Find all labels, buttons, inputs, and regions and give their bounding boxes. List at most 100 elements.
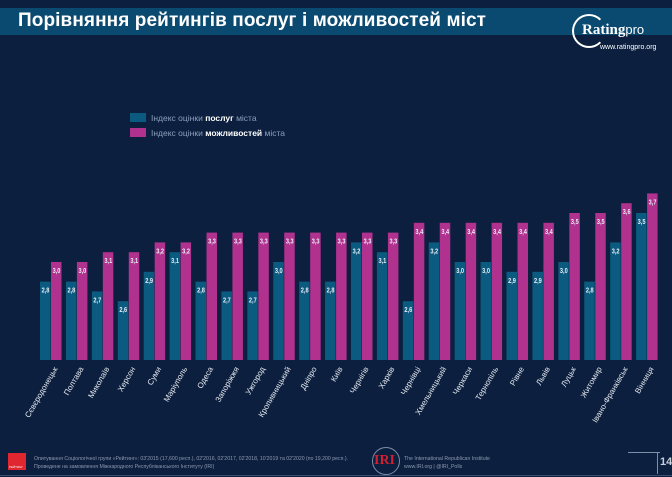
bar-services <box>376 252 388 360</box>
x-tick-label: Херсон <box>116 365 137 393</box>
page-divider-vertical <box>657 452 658 474</box>
data-label: 3,3 <box>364 238 372 246</box>
bar-opportunities <box>595 213 606 360</box>
logo-suffix: pro <box>625 22 645 37</box>
data-label: 3,5 <box>571 218 579 226</box>
bar-services <box>480 262 492 360</box>
bar-opportunities <box>258 232 269 360</box>
x-tick-label: Сєвєродонецьк <box>23 365 60 419</box>
data-label: 3,3 <box>286 238 294 246</box>
bar-opportunities <box>102 252 114 360</box>
bar-services <box>91 291 103 360</box>
source-note: Опитування Соціологічної групи «Рейтинг»… <box>34 455 348 471</box>
iri-logo: IRI <box>374 453 396 468</box>
data-label: 3,1 <box>171 258 179 266</box>
x-tick-label: Одеса <box>195 365 215 390</box>
data-label: 3,3 <box>390 238 398 246</box>
data-label: 3,1 <box>104 258 112 266</box>
bar-opportunities <box>413 222 425 360</box>
data-label: 3,4 <box>415 228 423 236</box>
bar-services <box>506 271 517 360</box>
data-label: 3,0 <box>456 267 464 275</box>
data-label: 3,3 <box>338 238 346 246</box>
bar-services <box>65 281 77 360</box>
legend-bold: послуг <box>205 112 234 123</box>
data-label: 3,6 <box>623 209 631 217</box>
data-label: 3,1 <box>130 258 138 266</box>
data-label: 2,8 <box>197 287 205 295</box>
bar-opportunities <box>180 242 192 360</box>
x-tick-label: Ужгород <box>244 365 267 396</box>
x-tick-label: Вінниця <box>633 365 655 395</box>
bar-services <box>195 281 206 360</box>
data-label: 3,0 <box>560 267 568 275</box>
x-tick-label: Маріуполь <box>162 365 189 403</box>
iri-line-1: The International Republican Institute <box>404 456 490 462</box>
x-tick-label: Суми <box>146 365 164 387</box>
data-label: 2,6 <box>404 307 412 315</box>
data-label: 3,5 <box>597 218 605 226</box>
legend-prefix: Індекс оцінки <box>151 127 203 138</box>
data-label: 3,0 <box>79 267 87 275</box>
bar-opportunities <box>336 232 347 360</box>
bar-services <box>402 301 414 360</box>
legend-suffix: міста <box>236 112 257 123</box>
rating-group-logo: РЕЙТИНГ <box>8 453 26 470</box>
bar-opportunities <box>569 213 580 360</box>
data-label: 3,4 <box>441 228 449 236</box>
data-label: 3,4 <box>467 228 475 236</box>
x-tick-label: Чернівці <box>399 365 422 397</box>
x-tick-label: Тернопіль <box>474 365 500 402</box>
iri-info: The International Republican Institute w… <box>404 455 490 471</box>
bar-services <box>351 242 362 360</box>
data-label: 2,9 <box>145 277 153 285</box>
bar-services <box>143 271 155 360</box>
legend-prefix: Індекс оцінки <box>151 112 203 123</box>
x-tick-label: Черкаси <box>451 365 474 396</box>
x-tick-label: Запоріжжя <box>214 365 241 404</box>
x-tick-label: Харків <box>377 365 397 390</box>
logo-text: Rating <box>582 22 626 38</box>
ratingpro-logo: Ratingpro www.ratingpro.org <box>568 14 668 58</box>
bar-services <box>610 242 621 360</box>
bar-opportunities <box>543 222 554 360</box>
bar-services <box>325 281 336 360</box>
data-label: 2,8 <box>68 287 76 295</box>
source-line-2: Проведене на замовлення Міжнародного Рес… <box>34 464 215 470</box>
bar-opportunities <box>232 232 243 360</box>
bar-opportunities <box>362 232 373 360</box>
x-tick-label: Полтава <box>62 365 86 397</box>
bar-opportunities <box>387 232 399 360</box>
bar-services <box>636 213 647 360</box>
title-band <box>0 8 672 35</box>
data-label: 3,2 <box>156 248 164 256</box>
bar-services <box>454 262 466 360</box>
legend-suffix: міста <box>264 127 286 138</box>
page-title: Порівняння рейтингів послуг і можливосте… <box>18 10 487 31</box>
bar-opportunities <box>491 222 503 360</box>
bar-services <box>117 301 129 360</box>
bar-opportunities <box>206 232 217 360</box>
bar-services <box>558 262 569 360</box>
x-tick-label: Житомир <box>579 365 604 400</box>
data-label: 3,3 <box>260 238 268 246</box>
bar-opportunities <box>51 262 62 360</box>
rating-logo-text: РЕЙТИНГ <box>9 465 23 469</box>
data-label: 3,3 <box>234 238 242 246</box>
data-label: 2,6 <box>119 307 127 315</box>
bar-opportunities <box>128 252 140 360</box>
data-label: 2,7 <box>249 297 257 305</box>
data-label: 3,5 <box>638 218 646 226</box>
bar-services <box>247 291 258 360</box>
bar-services <box>584 281 595 360</box>
legend-swatch-services <box>130 113 146 122</box>
data-label: 3,0 <box>482 267 490 275</box>
data-label: 3,7 <box>649 199 657 207</box>
page-number: 14 <box>660 456 672 468</box>
data-label: 3,4 <box>545 228 553 236</box>
x-tick-label: Львів <box>534 365 552 387</box>
logo-url: www.ratingpro.org <box>600 44 657 51</box>
source-line-1: Опитування Соціологічної групи «Рейтинг»… <box>34 456 348 462</box>
x-tick-label: Миколаїв <box>86 365 111 399</box>
bar-services <box>169 252 181 360</box>
